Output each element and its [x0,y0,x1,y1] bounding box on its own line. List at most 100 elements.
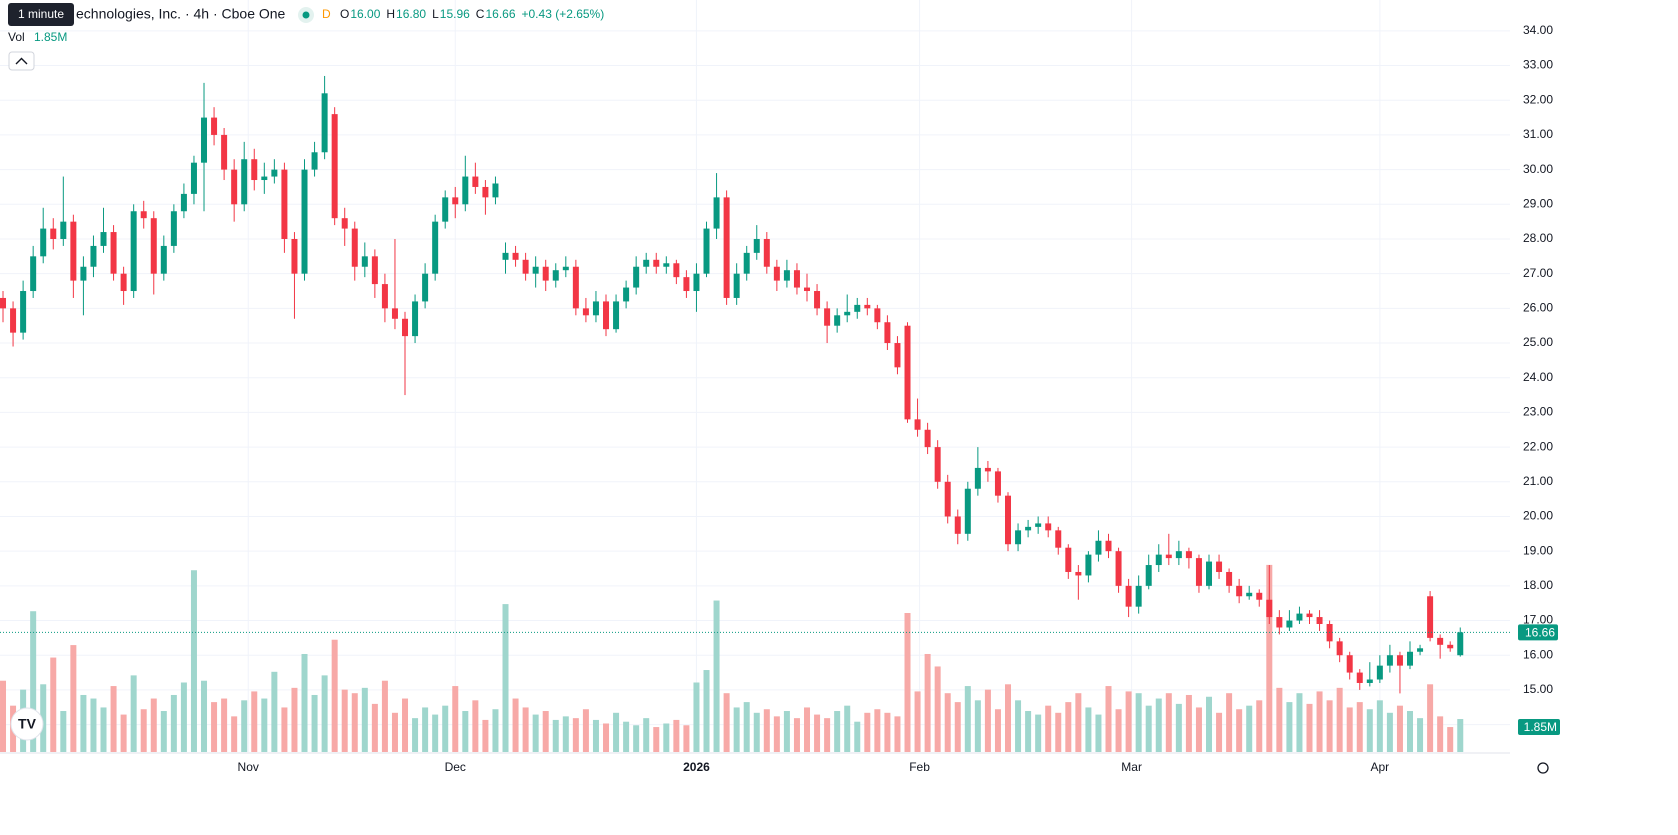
candle-body [984,467,991,472]
y-tick-label: 29.00 [1523,196,1553,210]
candle-body [1236,585,1243,597]
candle-body [703,228,710,274]
volume-bar [592,719,599,752]
ohlc-value: 16.00 [350,7,380,21]
volume-bar [1055,712,1062,752]
candle-body [150,218,157,274]
ohlc-key: O [340,7,349,21]
y-tick-label: 28.00 [1523,231,1553,245]
candle-body [391,308,398,319]
y-tick-label: 27.00 [1523,266,1553,280]
volume-bar [492,709,499,752]
candle-body [743,252,750,274]
volume-bar [60,711,67,752]
volume-bar [834,711,841,752]
y-tick-label: 16.00 [1523,647,1553,661]
candle-body [170,211,177,246]
volume-bar [221,698,228,752]
volume-bar [1407,711,1414,752]
volume-bar [1437,716,1444,752]
candle-body [1045,523,1052,531]
volume-bar [1276,687,1283,752]
volume-bar [914,691,921,752]
candle-body [341,218,348,229]
candle-body [1095,540,1102,555]
last-price-badge [1518,624,1558,641]
candle-body [904,325,911,420]
candle-body [592,301,599,316]
volume-bar [864,712,871,752]
candle-body [1035,523,1042,527]
volume-bar [1366,709,1373,752]
candle-body [944,481,951,517]
candle-body [854,304,861,312]
candle-body [1457,632,1464,656]
candle-body [1356,672,1363,683]
volume-value: 1.85M [34,30,67,44]
volume-bar [1246,705,1253,752]
x-tick-label: Feb [909,760,930,774]
candle-body [1266,599,1273,618]
candle-body [753,238,760,253]
candle-body [572,266,579,309]
candle-body [934,447,941,482]
volume-bar [1085,707,1092,752]
candle-body [964,488,971,534]
candle-body [1015,530,1022,545]
volume-bar [1226,693,1233,752]
candle-body [241,159,248,205]
volume-bar [90,698,97,752]
volume-bar [562,716,569,752]
volume-bar [603,723,610,752]
volume-bar [211,702,218,752]
legend-header: echnologies, Inc. · 4h · Cboe One D Vol … [8,3,604,71]
volume-pane [0,564,1464,752]
volume-bar [844,705,851,752]
candle-body [301,169,308,274]
candle-body [211,117,218,135]
volume-bar [241,700,248,752]
volume-bar [1427,684,1434,752]
ohlc-key: H [386,7,395,21]
candle-body [824,308,831,326]
collapse-button[interactable] [8,51,35,71]
volume-bar [291,687,298,752]
candle-body [371,256,378,285]
ohlc-value: 16.80 [396,7,426,21]
candle-body [291,238,298,274]
candle-body [1125,585,1132,607]
volume-bar [1417,718,1424,752]
candle-body [522,259,529,274]
candle-body [1346,655,1353,673]
candle-body [552,270,559,281]
volume-bar [40,684,47,752]
volume-bar [150,698,157,752]
volume-bar [1165,693,1172,752]
candle-body [1216,561,1223,572]
volume-bar [1155,698,1162,752]
volume-bar [170,694,177,752]
logo[interactable] [10,707,44,741]
volume-bar [894,716,901,752]
volume-bar [1457,719,1464,752]
volume-bar [402,698,409,752]
volume-bar [1356,702,1363,752]
volume-bar [1065,702,1072,752]
volume-bar [743,702,750,752]
candle-body [1437,637,1444,645]
volume-bar [361,687,368,752]
volume-bar [1216,712,1223,752]
volume-bar [683,725,690,752]
y-tick-label: 32.00 [1523,92,1553,106]
volume-bar [633,725,640,752]
volume-bar [1125,691,1132,752]
volume-bar [1256,700,1263,752]
y-tick-label: 17.00 [1523,613,1553,627]
volume-bar [1005,684,1012,752]
volume-bar [653,727,660,752]
candle-body [974,467,981,489]
candle-body [1286,620,1293,628]
settings-icon[interactable] [1537,762,1549,774]
volume-bar [1195,707,1202,752]
